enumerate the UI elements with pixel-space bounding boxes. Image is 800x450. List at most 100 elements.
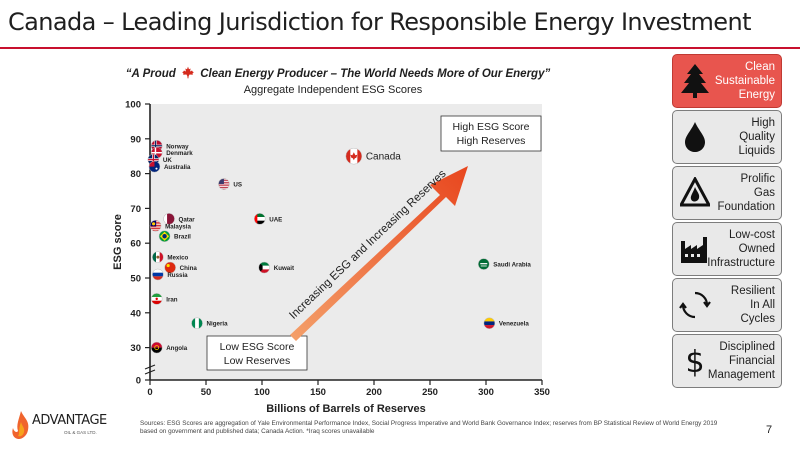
data-point-nigeria: Nigeria [191, 317, 228, 329]
tree-icon [677, 60, 713, 102]
flag-body [191, 317, 203, 329]
logo-wordmark: ADVANTAGE [32, 413, 107, 428]
flag-body [163, 213, 175, 225]
flag-band [163, 213, 175, 225]
flag-band [254, 220, 266, 225]
flag-body [254, 213, 266, 225]
flag-band [151, 347, 163, 354]
cycle-arrows-icon [677, 284, 713, 326]
data-label-uk: UK [163, 157, 172, 164]
x-tick-label: 250 [422, 387, 438, 398]
data-label-kuwait: Kuwait [274, 265, 294, 272]
x-tick-label: 0 [147, 387, 152, 398]
sidebar-item-label: High Quality Liquids [738, 117, 775, 157]
sources-footnote: Sources: ESG Scores are aggregation of Y… [140, 420, 718, 435]
flag-outline [158, 230, 171, 242]
flag-outline [149, 220, 162, 232]
flag-outline [164, 261, 176, 274]
page-title: Canada – Leading Jurisdiction for Respon… [8, 8, 752, 36]
data-label-malaysia: Malaysia [165, 223, 191, 230]
flag-star [155, 167, 158, 170]
data-label-mexico: Mexico [167, 255, 188, 262]
data-point-venezuela: Venezuela [483, 317, 529, 329]
sidebar-item-droplet[interactable]: High Quality Liquids [672, 110, 782, 164]
flag-body [164, 262, 176, 274]
x-axis-label: Billions of Barrels of Reserves [266, 403, 426, 415]
gas-flame-icon [677, 172, 713, 214]
data-label-us: US [233, 182, 242, 189]
flag-band [218, 188, 230, 190]
flame-logo-icon [12, 411, 29, 439]
flag-outline [254, 213, 266, 225]
flag-band [258, 269, 270, 274]
flag-sun [152, 222, 156, 226]
data-point-canada: Canada [345, 147, 401, 165]
flag-body [345, 148, 362, 165]
y-tick-label: 40 [130, 308, 141, 319]
y-tick-label: 100 [125, 100, 141, 111]
flag-globe [162, 234, 167, 239]
flag-body [159, 230, 171, 242]
y-tick-label: 80 [130, 169, 141, 180]
flag-band [152, 269, 164, 273]
x-tick-label: 350 [534, 387, 550, 398]
flag-body [152, 251, 164, 263]
sidebar-item-label: Clean Sustainable Energy [714, 61, 775, 101]
data-point-mexico: Mexico [152, 251, 189, 263]
data-point-qatar: Qatar [163, 213, 196, 225]
flag-band [151, 293, 163, 298]
flag-emblem [154, 345, 160, 351]
flag-outline [152, 251, 164, 263]
flag-body [151, 293, 163, 305]
flag-band [483, 321, 495, 326]
axis-break-mark [144, 364, 156, 375]
x-tick-label: 50 [201, 387, 212, 398]
y-tick-label: 0 [136, 376, 141, 387]
flag-outline [478, 258, 490, 270]
flag-band [152, 251, 157, 263]
y-axis-label: ESG score [112, 214, 124, 270]
flag-emblem [156, 255, 160, 259]
tagline: “A Proud Clean Energy Producer – The Wor… [118, 66, 558, 82]
data-label-russia: Russia [167, 272, 188, 279]
data-label-denmark: Denmark [166, 150, 193, 157]
flag-leaf [350, 152, 358, 161]
sidebar-item-tree[interactable]: Clean Sustainable Energy [672, 54, 782, 108]
y-tick-label: 70 [130, 204, 141, 215]
flag-band [159, 251, 164, 263]
data-label-uae: UAE [269, 216, 282, 223]
chart-title: Aggregate Independent ESG Scores [243, 84, 423, 96]
increasing-arrow [290, 166, 468, 341]
flag-body [147, 154, 159, 166]
flag-band [151, 342, 163, 348]
flag-band [151, 152, 163, 154]
flag-band [164, 262, 176, 274]
flag-band [345, 148, 351, 165]
sidebar-item-factory[interactable]: Low-cost Owned Infrastructure [672, 222, 782, 276]
data-point-malaysia: Malaysia [149, 220, 191, 232]
flag-band [480, 263, 488, 265]
sidebar-item-dollar[interactable]: $ Disciplined Financial Management [672, 334, 782, 388]
flag-star [166, 263, 170, 268]
flag-band [191, 317, 196, 329]
data-label-australia: Australia [164, 164, 191, 171]
high-reserves-label: High Reserves [457, 135, 526, 147]
flag-band [147, 159, 159, 161]
low-reserves-label: Low Reserves [224, 355, 291, 367]
flag-band [218, 178, 224, 185]
flag-emblem [155, 297, 158, 301]
x-tick-label: 150 [310, 387, 326, 398]
flag-band [258, 262, 270, 266]
flag-band [218, 185, 230, 187]
flag-band [148, 161, 155, 167]
sidebar-item-gas-flame[interactable]: Prolific Gas Foundation [672, 166, 782, 220]
data-label-qatar: Qatar [179, 216, 196, 223]
data-point-russia: Russia [152, 268, 188, 281]
y-tick-label: 30 [130, 343, 141, 354]
low-esg-label: Low ESG Score [220, 341, 295, 353]
flag-outline [152, 268, 164, 281]
flag-band [254, 213, 266, 218]
high-esg-box [440, 115, 542, 152]
sidebar-item-cycle-arrows[interactable]: Resilient In All Cycles [672, 278, 782, 332]
title-rule [0, 47, 800, 49]
